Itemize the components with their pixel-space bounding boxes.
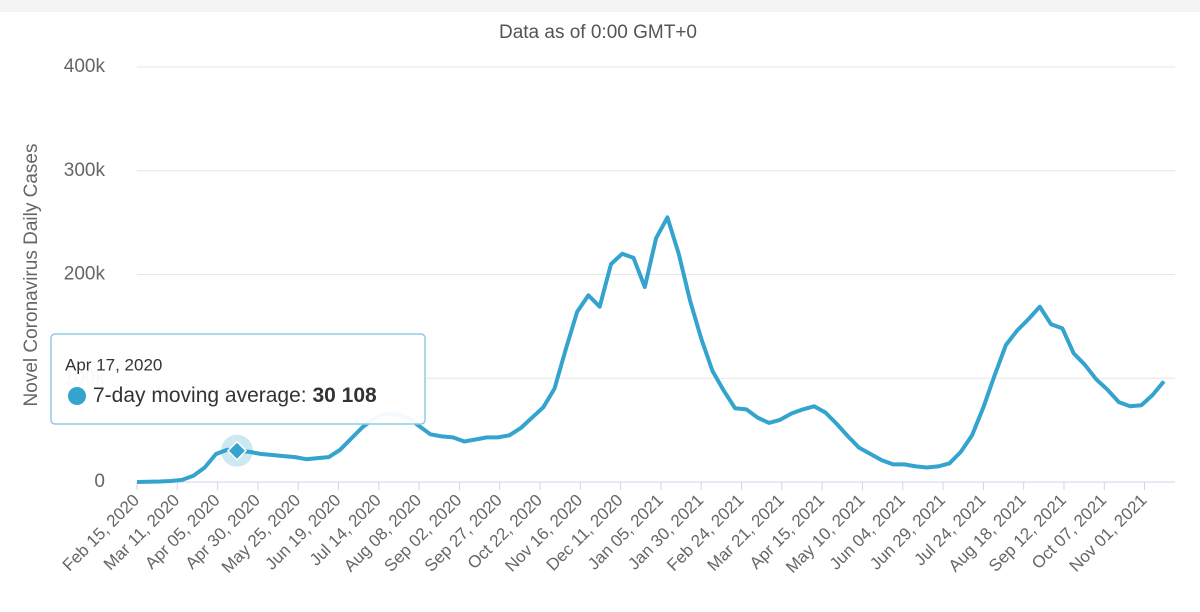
tooltip-date: Apr 17, 2020 (65, 355, 162, 374)
y-tick-label: 200k (64, 264, 106, 285)
status-strip (0, 0, 1200, 12)
tooltip-series: 7-day moving average (93, 384, 301, 407)
tooltip-symbol (68, 387, 86, 405)
tooltip-value: 30 108 (312, 384, 377, 407)
y-tick-label: 400k (64, 56, 106, 77)
tooltip-text: 7-day moving average: 30 108 (93, 384, 377, 407)
plot (136, 215, 1166, 484)
chart-title: Data as of 0:00 GMT+0 (499, 22, 697, 43)
y-tick-label: 300k (64, 160, 106, 181)
y-tick-label: 0 (94, 471, 105, 492)
tooltip-colon: : (301, 384, 313, 407)
line (136, 215, 1166, 484)
hover-point (226, 440, 248, 461)
tooltip-box (50, 333, 426, 425)
tooltip: Apr 17, 2020 7-day moving average: 30 10… (50, 333, 426, 425)
y-axis-label: Novel Coronavirus Daily Cases (21, 144, 42, 407)
